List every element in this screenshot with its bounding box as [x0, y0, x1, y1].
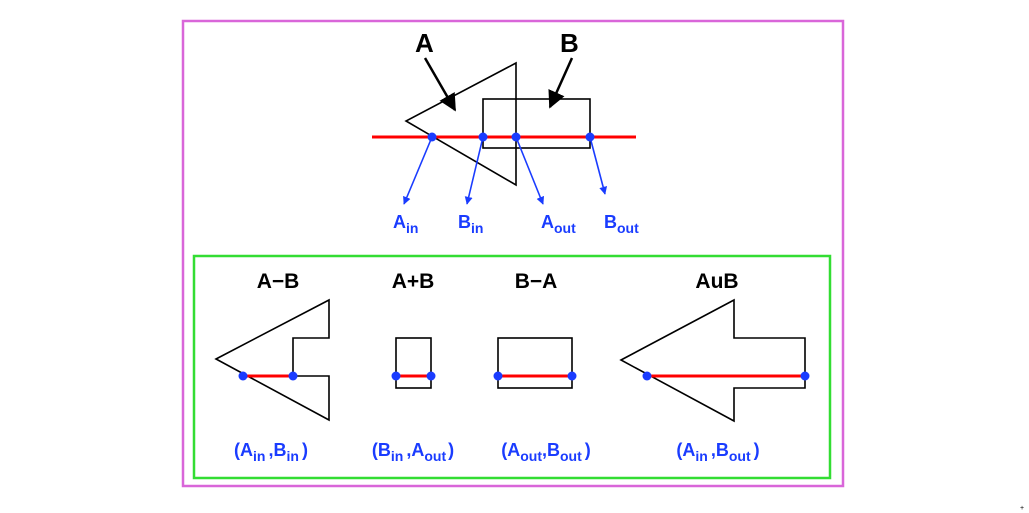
corner-mark: +: [1020, 505, 1024, 512]
shape-a-triangle: [404, 61, 517, 187]
label-b-out: Bout: [604, 212, 639, 236]
shape-b-pointer-arrow: [548, 57, 574, 109]
shape-a-union-b: [619, 298, 806, 423]
panel-a-union-b: AuB (Ain ,Bout): [619, 270, 810, 464]
top-diagram: A B Ain Bin Aout Bout: [372, 28, 639, 236]
inner-frame: [192, 254, 832, 480]
label-b-in: Bin: [458, 212, 483, 236]
panel-a-minus-b: A−B (Ain ,Bin): [214, 270, 330, 464]
b-out-pointer-arrow: [589, 136, 608, 195]
shape-a-and-b: [395, 337, 432, 389]
point-a-out: [493, 371, 503, 381]
shape-b-label: B: [560, 28, 579, 58]
point-b-in: [288, 371, 298, 381]
interval-label-a-minus-b: (Ain ,Bin): [234, 440, 308, 464]
b-in-pointer-arrow: [464, 136, 484, 205]
point-b-out: [567, 371, 577, 381]
interval-label-b-minus-a: (Aout,Bout): [501, 440, 591, 464]
panel-b-minus-a: B−A (Aout,Bout): [493, 270, 591, 464]
shape-a-minus-b: [214, 298, 330, 422]
point-a-out: [426, 371, 436, 381]
point-b-out: [800, 371, 810, 381]
a-in-pointer-arrow: [403, 136, 433, 205]
a-out-pointer-arrow: [515, 136, 545, 205]
shape-b-rectangle: [482, 98, 591, 149]
outer-frame: [181, 19, 845, 488]
panel-title-b-minus-a: B−A: [515, 270, 558, 293]
shape-a-pointer-arrow: [423, 57, 457, 112]
panel-title-a-minus-b: A−B: [257, 270, 300, 293]
point-b-in: [391, 371, 401, 381]
panel-a-and-b: A+B (Bin ,Aout): [372, 270, 454, 464]
interval-label-a-union-b: (Ain ,Bout): [676, 440, 759, 464]
shape-a-label: A: [415, 28, 434, 58]
panel-title-a-and-b: A+B: [392, 270, 435, 293]
label-a-out: Aout: [541, 212, 576, 236]
label-a-in: Ain: [393, 212, 418, 236]
panel-title-a-union-b: AuB: [695, 270, 738, 293]
shape-b-minus-a: [497, 337, 573, 389]
point-a-in: [238, 371, 248, 381]
interval-label-a-and-b: (Bin ,Aout): [372, 440, 454, 464]
point-a-in: [642, 371, 652, 381]
